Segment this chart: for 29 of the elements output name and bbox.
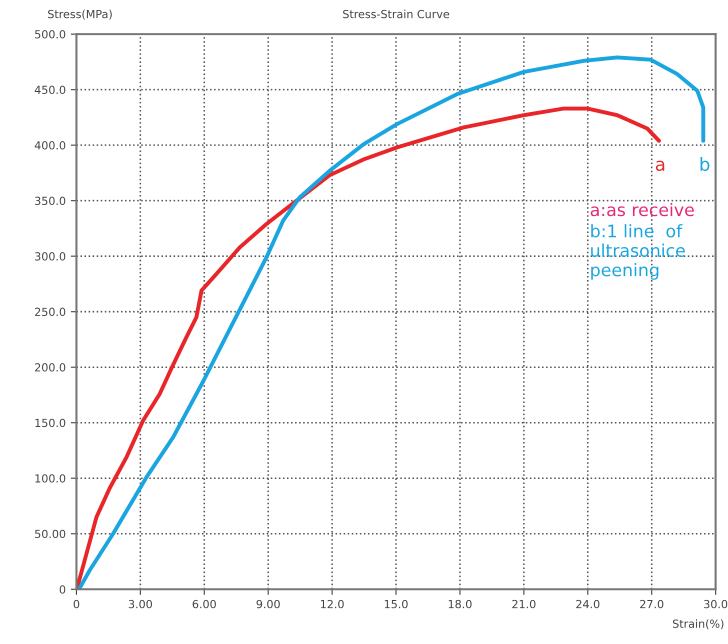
x-tick-label: 9.00: [256, 600, 280, 608]
y-tick-label: 350.0: [35, 196, 66, 206]
y-tick-label: 450.0: [34, 86, 66, 94]
series-label: a: [656, 160, 664, 171]
y-tick-label: 400.0: [34, 141, 66, 150]
x-tick-label: 18.0: [448, 600, 472, 608]
x-axis-title: Strain(%): [672, 619, 724, 630]
x-tick-label: 21.0: [512, 600, 536, 608]
x-tick-label: 6.00: [192, 600, 216, 608]
x-tick-label: 0: [74, 600, 80, 608]
x-tick-label: 12.0: [320, 600, 344, 608]
chart-title: Stress-Strain Curve: [343, 10, 450, 18]
y-tick-label: 300.0: [35, 252, 66, 261]
annotation: b:1 line of ultrasonice peening: [591, 224, 685, 280]
y-tick-label: 200.0: [35, 363, 66, 372]
x-tick-label: 27.0: [640, 600, 664, 608]
x-tick-label: 30.0: [704, 600, 728, 608]
y-tick-label: 0: [60, 585, 66, 594]
y-tick-label: 100.0: [35, 474, 66, 483]
y-tick-label: 500.0: [35, 30, 66, 39]
y-tick-label: 150.0: [35, 418, 66, 428]
y-tick-label: 50.00: [35, 530, 66, 538]
x-tick-label: 15.0: [384, 600, 408, 608]
series-label: b: [700, 156, 710, 171]
annotation: a:as receive: [590, 202, 694, 216]
y-axis-title: Stress(MPa): [48, 10, 112, 20]
x-tick-label: 24.0: [576, 600, 600, 608]
x-tick-label: 3.00: [128, 600, 152, 608]
y-tick-label: 250.0: [35, 308, 66, 316]
